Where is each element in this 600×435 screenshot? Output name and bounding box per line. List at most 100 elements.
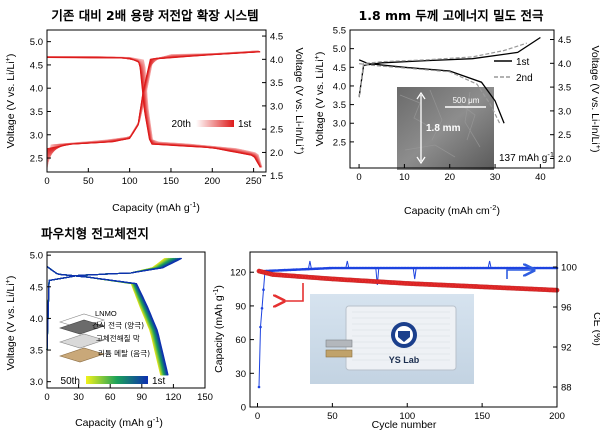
panel-a-ytick-label: 5.0 (30, 37, 43, 48)
panel-c-layer-2: 건식 전극 (양극) (92, 320, 144, 330)
panel-b-xlabel: Capacity (mAh cm-2) (404, 203, 500, 217)
panel-a-frame (46, 29, 267, 173)
panel-a-cycle-curve (46, 50, 259, 163)
panel-b-xtick-label: 40 (535, 172, 546, 183)
panel-a-ticks: 0 50 100 150 200 250 2.5 3.0 3.5 4.0 4.5 5.0 1.5 2.0 2… (30, 32, 283, 187)
panel-b-ylabel-right: Voltage (V vs. Li-In/Li+) (589, 45, 600, 152)
panel-a-curves (46, 50, 263, 169)
panel-b-ytick-label: 3.5 (333, 100, 346, 111)
panel-b-xtick-label: 0 (356, 172, 361, 183)
panel-d-xtick-label: 50 (327, 411, 338, 422)
panel-c-title: 파우치형 전고체전지 (41, 226, 149, 241)
panel-a-cycle-curve (46, 50, 259, 164)
panel-a-cycle-curve (46, 51, 260, 153)
panel-c-xtick-label: 120 (165, 392, 181, 403)
panel-a-ylabel-right: Voltage (V vs. Li-In/Li+) (293, 47, 307, 154)
panel-b-curves (358, 36, 541, 124)
panel-b-frame (349, 29, 555, 169)
layer-electrolyte (59, 333, 105, 349)
panel-c-ylabel: Voltage (V vs. Li/Li+) (3, 276, 17, 371)
panel-a-ytick-label: 3.0 (30, 130, 43, 141)
layer-lithium (59, 347, 105, 363)
panel-c-xlabel: Capacity (mAh g-1) (75, 415, 163, 429)
panel-a-legend-20th: 20th (172, 119, 191, 130)
panel-b-annotation: 137 mAh g-1 (499, 150, 554, 164)
panel-d-ylabel-right: CE (%) (591, 312, 600, 346)
panel-a-y2tick-label: 2.0 (270, 148, 283, 159)
panel-b-ytick-label: 5.5 (333, 26, 346, 37)
panel-c-legend-gradient (86, 376, 148, 384)
panel-a-y2tick-label: 4.0 (270, 55, 283, 66)
panel-a-ytick-label: 2.5 (30, 154, 43, 165)
panel-c-xtick-label: 30 (73, 392, 84, 403)
panel-c: 파우치형 전고체전지 LNMO 건식 전극 (양극) 고체전해질 막 리튬 메탈… (3, 226, 213, 429)
panel-a-cycle-curve (46, 51, 261, 152)
panel-c-xtick-label: 60 (105, 392, 116, 403)
panel-b-y2tick-label: 4.5 (558, 35, 571, 46)
panel-c-ticks: 0 30 60 90 120 150 3.0 3.5 4.0 4.5 5.0 (30, 251, 213, 403)
panel-d-xtick-label: 0 (255, 411, 260, 422)
panel-b-thickness-label: 1.8 mm (426, 123, 461, 134)
panel-a-cycle-curve (46, 51, 260, 155)
panel-a-xtick-label: 50 (83, 176, 94, 187)
panel-b: 1.8 mm 두께 고에너지 밀도 전극 500 μm 1.8 mm 0 10 20… (312, 8, 600, 217)
panel-c-xtick-label: 150 (197, 392, 213, 403)
panel-d-ce-point (259, 325, 262, 329)
panel-a-cycle-curve (46, 51, 261, 151)
panel-a-ytick-label: 3.5 (30, 107, 43, 118)
pouch-tab-bottom (325, 349, 353, 358)
panel-c-layer-3: 고체전해질 막 (96, 333, 140, 343)
panel-c-ytick-label: 3.5 (30, 346, 43, 357)
panel-a-y2tick-label: 3.0 (270, 101, 283, 112)
panel-c-legend-50th: 50th (61, 376, 80, 387)
panel-c-layer-4: 리튬 메탈 (음극) (98, 349, 150, 358)
panel-a-title: 기존 대비 2배 용량 저전압 확장 시스템 (51, 8, 258, 23)
panel-a-cycle-curve (46, 51, 260, 156)
panel-b-y2tick-label: 3.5 (558, 83, 571, 94)
layer-dry-electrode (59, 319, 105, 335)
panel-b-ticks: 0 10 20 30 40 2.5 3.0 3.5 4.0 4.5 5.0 5.5 2.0 2.5 3.0 3… (333, 26, 571, 184)
panel-d-y2tick-label: 88 (561, 383, 572, 394)
panel-a: 기존 대비 2배 용량 저전압 확장 시스템 0 50 100 150 200 250 2.… (3, 8, 307, 214)
panel-d-y2tick-label: 96 (561, 303, 572, 314)
panel-d-ce-point (262, 288, 265, 292)
panel-b-y2tick-label: 2.5 (558, 130, 571, 141)
panel-a-xtick-label: 250 (246, 176, 262, 187)
panel-d-ylabel-left: Capacity (mAh g-1) (211, 285, 225, 373)
panel-a-xlabel: Capacity (mAh g-1) (112, 200, 200, 214)
panel-b-ytick-label: 4.0 (333, 81, 346, 92)
panel-a-ylabel-left: Voltage (V vs. Li/Li+) (3, 54, 17, 149)
panel-b-xtick-label: 10 (399, 172, 410, 183)
capacity-axis-arrow (284, 283, 304, 301)
panel-c-ytick-label: 5.0 (30, 251, 43, 262)
panel-d-y2tick-label: 92 (561, 343, 572, 354)
panel-a-xtick-label: 0 (44, 176, 49, 187)
panel-c-ytick-label: 3.0 (30, 377, 43, 388)
panel-a-cycle-curve (46, 51, 260, 154)
panel-b-y2tick-label: 2.0 (558, 154, 571, 165)
panel-c-ytick-label: 4.0 (30, 314, 43, 325)
panel-c-frame (46, 251, 206, 389)
panel-b-curve-2nd (358, 42, 527, 98)
panel-d-ytick-label: 90 (235, 301, 246, 312)
panel-a-cycle-curve (46, 50, 259, 165)
panel-c-cycle-curve (46, 257, 183, 351)
panel-b-legend-1st: 1st (516, 57, 530, 68)
panel-d-data (256, 260, 560, 389)
panel-d-ytick-label: 60 (235, 335, 246, 346)
panel-a-ytick-label: 4.0 (30, 84, 43, 95)
panel-b-y2tick-label: 3.0 (558, 106, 571, 117)
panel-c-cycle-curve (46, 266, 169, 376)
panel-d-frame (249, 251, 558, 408)
panel-d-ytick-label: 120 (230, 268, 246, 279)
panel-d-xlabel: Cycle number (372, 419, 437, 431)
panel-c-legend-1st: 1st (152, 376, 166, 387)
pouch-tab-top (325, 339, 353, 348)
panel-b-ytick-label: 2.5 (333, 137, 346, 148)
ce-axis-arrow (506, 270, 534, 279)
panel-d-xtick-label: 100 (399, 411, 415, 422)
panel-d: YS Lab 0 50 100 150 200 0 30 60 90 120 88 92 96 100 C… (211, 251, 600, 431)
panel-c-layer-1: LNMO (95, 309, 117, 318)
panel-c-ytick-label: 4.5 (30, 282, 43, 293)
